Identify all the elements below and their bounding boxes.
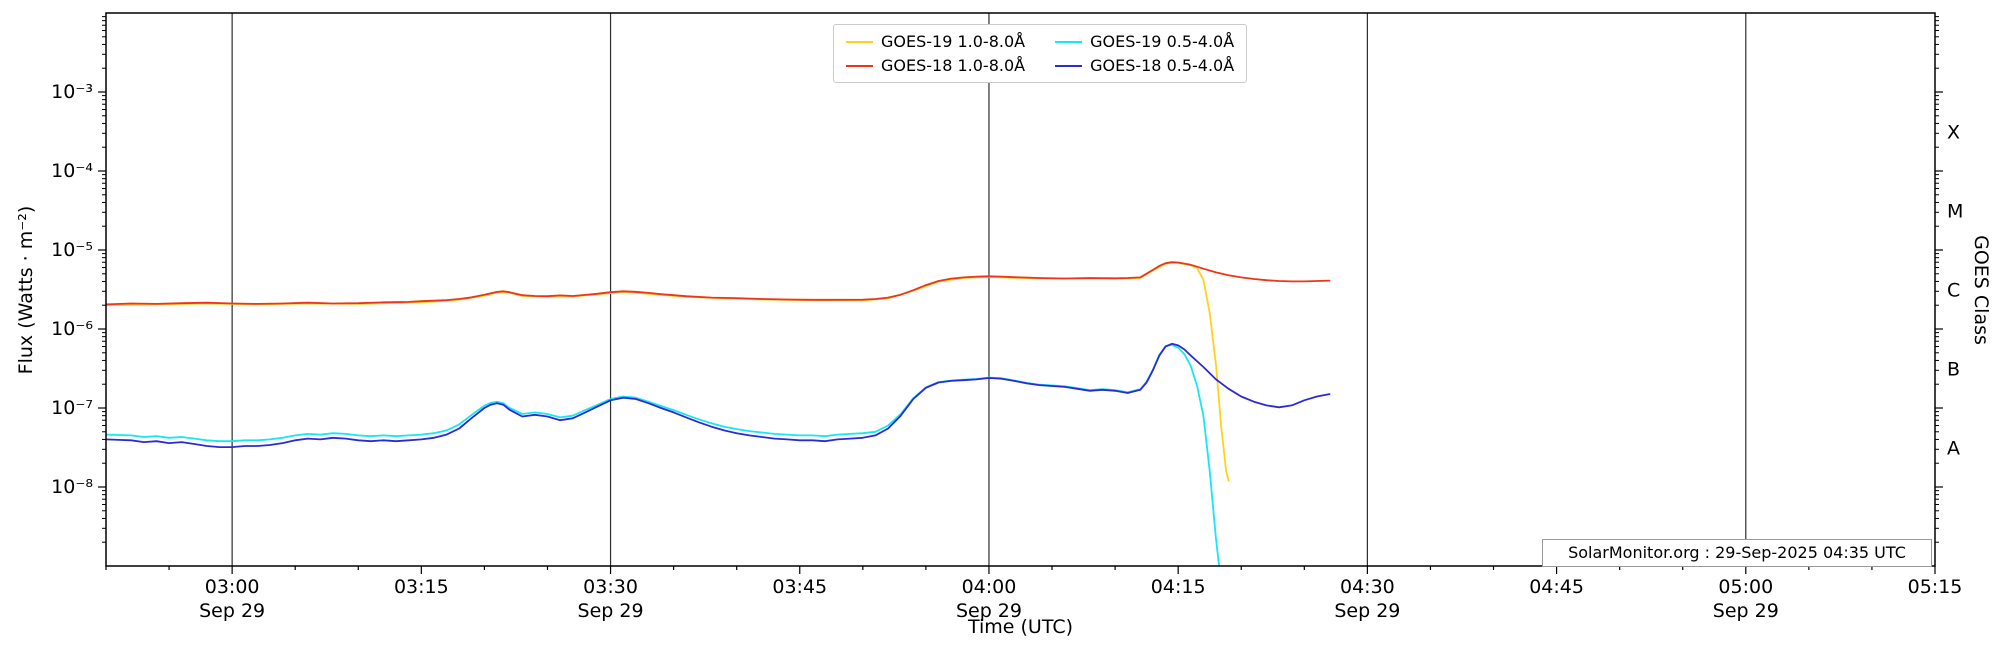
y-tick-label: 10⁻⁸ xyxy=(51,476,93,498)
legend-item-goes19-long: GOES-19 1.0-8.0Å xyxy=(846,32,1025,51)
legend-swatch-goes19-short xyxy=(1055,40,1083,43)
x-tick-label: 05:15 xyxy=(1908,576,1963,598)
legend-swatch-goes18-short xyxy=(1055,64,1083,67)
legend: GOES-19 1.0-8.0Å GOES-18 1.0-8.0Å GOES-1… xyxy=(833,24,1248,83)
legend-item-goes19-short: GOES-19 0.5-4.0Å xyxy=(1055,32,1234,51)
series-line-3 xyxy=(106,342,1331,448)
goes-class-letter-M: M xyxy=(1947,201,1963,223)
y-tick-label: 10⁻³ xyxy=(51,81,93,103)
legend-label-goes19-long: GOES-19 1.0-8.0Å xyxy=(881,32,1026,51)
legend-swatch-goes18-long xyxy=(846,64,873,67)
x-tick-sublabel: Sep 29 xyxy=(199,600,265,622)
series-line-2 xyxy=(106,344,1221,566)
y-tick-label: 10⁻⁵ xyxy=(51,239,93,261)
x-tick-label: 03:00 xyxy=(205,576,260,598)
y-tick-label: 10⁻⁴ xyxy=(51,160,93,182)
x-tick-label: 03:30 xyxy=(583,576,638,598)
legend-label-goes19-short: GOES-19 0.5-4.0Å xyxy=(1090,32,1235,51)
x-tick-label: 05:00 xyxy=(1718,576,1773,598)
x-tick-label: 03:15 xyxy=(394,576,449,598)
x-tick-sublabel: Sep 29 xyxy=(1334,600,1400,622)
goes-class-letter-X: X xyxy=(1947,122,1960,144)
legend-swatch-goes19-long xyxy=(846,40,873,43)
right-axis-label: GOES Class xyxy=(1970,235,1992,345)
x-tick-label: 04:00 xyxy=(962,576,1017,598)
goes-class-letter-C: C xyxy=(1947,280,1960,302)
y-tick-label: 10⁻⁶ xyxy=(51,318,93,340)
x-tick-label: 04:15 xyxy=(1151,576,1206,598)
x-tick-sublabel: Sep 29 xyxy=(956,600,1022,622)
solarmonitor-timestamp: SolarMonitor.org : 29-Sep-2025 04:35 UTC xyxy=(1542,539,1932,567)
y-axis-label: Flux (Watts · m⁻²) xyxy=(15,205,37,375)
x-tick-sublabel: Sep 29 xyxy=(1713,600,1779,622)
series-line-1 xyxy=(106,261,1331,306)
plot-frame xyxy=(105,12,1936,567)
y-tick-label: 10⁻⁷ xyxy=(51,397,93,419)
x-tick-label: 04:30 xyxy=(1340,576,1395,598)
legend-label-goes18-short: GOES-18 0.5-4.0Å xyxy=(1090,56,1235,75)
legend-item-goes18-short: GOES-18 0.5-4.0Å xyxy=(1055,56,1234,75)
legend-label-goes18-long: GOES-18 1.0-8.0Å xyxy=(881,56,1026,75)
x-tick-label: 04:45 xyxy=(1529,576,1584,598)
x-tick-sublabel: Sep 29 xyxy=(578,600,644,622)
x-axis-label: Time (UTC) xyxy=(967,616,1074,638)
goes-class-letter-B: B xyxy=(1947,359,1960,381)
x-tick-label: 03:45 xyxy=(772,576,827,598)
goes-class-letter-A: A xyxy=(1947,438,1960,460)
legend-item-goes18-long: GOES-18 1.0-8.0Å xyxy=(846,56,1025,75)
